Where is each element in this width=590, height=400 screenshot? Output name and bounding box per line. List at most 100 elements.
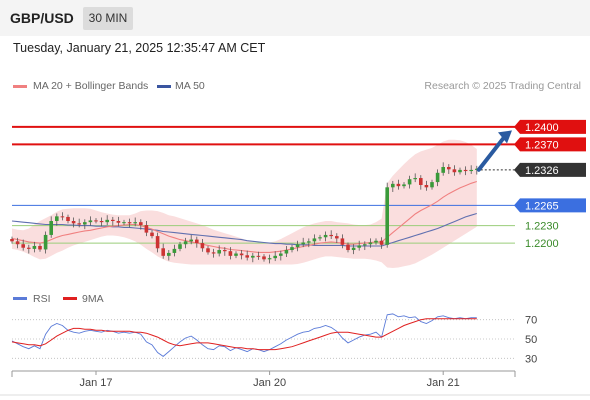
rsi-tick-label: 30 xyxy=(525,353,537,365)
candle-body xyxy=(284,250,289,254)
candle xyxy=(368,238,373,248)
candle-body xyxy=(195,239,199,244)
candle-body xyxy=(463,169,468,172)
level-tag-1.2370 xyxy=(514,137,586,152)
chart-datetime: Tuesday, January 21, 2025 12:35:47 AM CE… xyxy=(13,41,266,55)
candle-body xyxy=(301,242,305,245)
candle xyxy=(447,164,451,174)
candle-body xyxy=(267,258,272,260)
candle xyxy=(217,245,221,257)
candle xyxy=(15,237,20,249)
candle-body xyxy=(340,238,345,245)
candle xyxy=(189,234,193,245)
candle-body xyxy=(273,255,277,259)
candle-body xyxy=(430,182,434,188)
candle xyxy=(161,243,165,259)
candle-body xyxy=(116,221,121,223)
candle xyxy=(396,179,401,190)
candle xyxy=(458,167,462,175)
candle xyxy=(206,245,210,255)
candle-body xyxy=(167,252,171,256)
candle-body xyxy=(357,245,361,248)
candle xyxy=(340,234,345,249)
candle xyxy=(167,250,171,261)
candle xyxy=(385,182,389,248)
candle xyxy=(245,250,249,261)
candle xyxy=(223,247,227,256)
candle-body xyxy=(441,167,445,173)
ma20-legend-swatch xyxy=(13,85,27,88)
candle-body xyxy=(83,222,87,225)
candle xyxy=(88,216,93,226)
candle xyxy=(329,230,333,239)
candle-body xyxy=(211,252,216,254)
candle xyxy=(363,241,367,251)
candle-body xyxy=(424,185,429,188)
candle-body xyxy=(228,251,233,256)
candle xyxy=(307,238,311,248)
candle-body xyxy=(413,178,417,180)
candle xyxy=(430,179,434,190)
research-credit: Research © 2025 Trading Central xyxy=(424,80,581,92)
candle-body xyxy=(10,239,14,242)
candle-body xyxy=(99,221,104,223)
candle xyxy=(251,252,255,263)
candle xyxy=(211,248,216,258)
candle xyxy=(419,175,423,190)
candle xyxy=(122,219,126,226)
moving-averages-layer xyxy=(11,180,477,253)
rsi-line xyxy=(11,313,477,357)
candle-body xyxy=(396,183,401,187)
ma50-line xyxy=(11,212,477,247)
candle xyxy=(228,247,233,260)
candle xyxy=(351,244,356,255)
candle xyxy=(469,165,473,174)
forecast-arrow-shaft xyxy=(476,135,506,172)
candle xyxy=(139,219,143,230)
candle xyxy=(27,244,31,254)
candle-body xyxy=(21,244,25,248)
candle-body xyxy=(251,255,255,258)
forecast-arrow-head xyxy=(498,130,512,144)
candle-body xyxy=(55,216,59,221)
candle xyxy=(55,213,59,226)
candle xyxy=(262,254,266,262)
candle-body xyxy=(407,179,412,185)
candle-body xyxy=(329,234,333,237)
candle xyxy=(234,251,238,259)
candle xyxy=(239,250,244,260)
x-tick-label: Jan 21 xyxy=(427,377,460,389)
candle-body xyxy=(223,250,227,252)
candle-body xyxy=(435,172,440,183)
ma20-legend-label: MA 20 + Bollinger Bands xyxy=(33,80,149,92)
candle-body xyxy=(351,247,356,251)
candle xyxy=(435,169,440,187)
candle xyxy=(49,216,53,238)
candle-body xyxy=(290,247,294,251)
candle xyxy=(99,217,104,227)
candle xyxy=(94,218,98,224)
candle-body xyxy=(307,241,311,243)
candle-body xyxy=(122,222,126,224)
candle-body xyxy=(245,255,249,258)
bollinger-band-area xyxy=(12,139,477,269)
candle xyxy=(195,236,199,248)
candle-body xyxy=(88,220,93,223)
ma50-legend-label: MA 50 xyxy=(175,80,205,92)
candle-body xyxy=(469,169,473,172)
candle xyxy=(424,180,429,191)
candle xyxy=(279,250,283,261)
pair-symbol: GBP/USD xyxy=(10,10,74,26)
candle-body xyxy=(206,248,210,253)
level-label-1.2265: 1.2265 xyxy=(525,200,559,212)
candle xyxy=(178,241,182,252)
candle-body xyxy=(363,244,367,246)
candle xyxy=(10,236,14,244)
candle-body xyxy=(379,240,384,245)
candle-body xyxy=(71,221,76,224)
x-tick-label: Jan 20 xyxy=(253,377,286,389)
candle xyxy=(21,239,25,251)
timeframe-button[interactable]: 30 MIN xyxy=(83,7,133,30)
candle xyxy=(66,214,70,224)
ma50-legend-swatch xyxy=(157,85,171,88)
